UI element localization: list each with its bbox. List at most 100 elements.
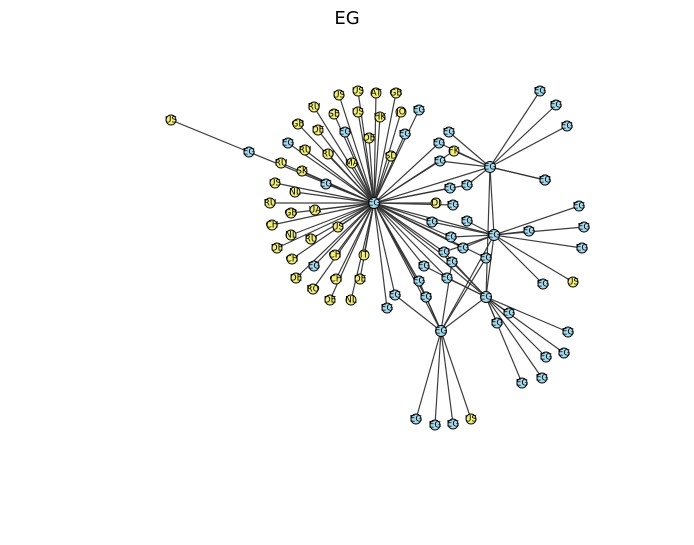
- graph-edge: [373, 202, 442, 332]
- graph-node: GB: [389, 87, 403, 99]
- graph-edge: [373, 202, 388, 309]
- node-circle: [358, 249, 370, 261]
- graph-edge: [485, 296, 569, 333]
- node-label: EG: [516, 379, 529, 389]
- graph-node: EG: [447, 199, 459, 211]
- node-label: US: [567, 278, 580, 288]
- node-circle: [434, 155, 446, 167]
- graph-node: EG: [418, 260, 430, 272]
- node-circle: [322, 148, 334, 160]
- node-circle: [290, 272, 302, 284]
- node-circle: [333, 89, 345, 101]
- graph-edge: [373, 92, 377, 204]
- node-label: EG: [573, 202, 586, 212]
- graph-edge: [327, 153, 375, 204]
- graph-edge: [170, 119, 250, 153]
- graph-node: SE: [328, 108, 340, 120]
- node-circle: [312, 124, 324, 136]
- graph-edge: [325, 183, 375, 204]
- graph-edge: [440, 330, 472, 420]
- node-label: EG: [558, 349, 571, 359]
- node-circle: [443, 126, 455, 138]
- graph-node: EG: [445, 231, 457, 243]
- graph-node: EG: [578, 221, 590, 233]
- node-circle: [420, 291, 432, 303]
- node-label: NL: [285, 231, 297, 241]
- graph-node: DE: [354, 273, 367, 285]
- graph-node: EG: [410, 413, 422, 425]
- node-circle: [389, 289, 401, 301]
- graph-edge: [415, 330, 442, 420]
- graph-edge: [338, 94, 375, 204]
- node-label: GB: [291, 120, 304, 130]
- graph-edge: [485, 234, 495, 298]
- node-label: EG: [523, 227, 536, 237]
- node-label: EG: [282, 139, 295, 149]
- graph-node: EG: [447, 418, 459, 430]
- graph-edge: [344, 131, 375, 204]
- graph-node: RU: [264, 197, 276, 209]
- node-circle: [461, 179, 473, 191]
- node-circle: [446, 256, 458, 268]
- node-label: EG: [389, 291, 402, 301]
- node-label: RU: [308, 103, 321, 113]
- node-circle: [558, 347, 570, 359]
- graph-edge: [359, 202, 375, 280]
- node-label: EG: [540, 353, 553, 363]
- node-circle: [381, 302, 393, 314]
- graph-edge: [373, 160, 441, 204]
- node-label: EG: [539, 176, 552, 186]
- graph-node: NL: [285, 229, 297, 241]
- graph-node: EG: [438, 246, 450, 258]
- node-circle: [539, 174, 551, 186]
- node-circle: [523, 225, 535, 237]
- graph-edge: [451, 261, 487, 298]
- node-circle: [435, 325, 447, 337]
- graph-node: EG: [491, 317, 503, 329]
- node-circle: [354, 273, 366, 285]
- node-label: US: [165, 116, 178, 126]
- node-label: CH: [328, 251, 341, 261]
- node-label: NL: [345, 296, 357, 306]
- graph-node: EG: [573, 200, 586, 212]
- node-circle: [433, 137, 445, 149]
- graph-node: CH: [328, 249, 342, 261]
- graph-edge: [485, 296, 543, 379]
- node-label: US: [352, 108, 365, 118]
- graph-node: FK: [448, 145, 461, 157]
- node-circle: [296, 165, 308, 177]
- node-label: EG: [320, 180, 333, 190]
- graph-edge: [485, 296, 565, 354]
- node-circle: [573, 200, 585, 212]
- node-circle: [266, 219, 278, 231]
- graph-node: EG: [558, 347, 571, 359]
- graph-node: DE: [271, 242, 284, 254]
- node-circle: [536, 372, 548, 384]
- graph-edge: [290, 202, 375, 236]
- graph-edge: [312, 202, 375, 290]
- graph-edge: [493, 234, 544, 285]
- node-label: RU: [275, 159, 288, 169]
- node-label: EG: [368, 199, 381, 209]
- node-label: JO: [395, 108, 406, 118]
- node-circle: [540, 351, 552, 363]
- graph-node: US: [352, 106, 365, 118]
- node-circle: [562, 326, 574, 338]
- graph-edge: [373, 202, 425, 267]
- node-circle: [413, 104, 425, 116]
- graph-node: GB: [284, 207, 298, 219]
- graph-edge: [357, 111, 375, 204]
- node-label: DE: [312, 126, 325, 136]
- graph-node: IT: [358, 249, 370, 261]
- node-circle: [385, 150, 397, 162]
- node-circle: [285, 229, 297, 241]
- node-circle: [320, 178, 332, 190]
- node-label: EG: [537, 280, 550, 290]
- graph-node: EG: [488, 229, 500, 241]
- graph-edge: [440, 261, 453, 332]
- graph-node: EG: [503, 307, 515, 319]
- graph-node: EG: [368, 197, 381, 209]
- node-circle: [308, 260, 320, 272]
